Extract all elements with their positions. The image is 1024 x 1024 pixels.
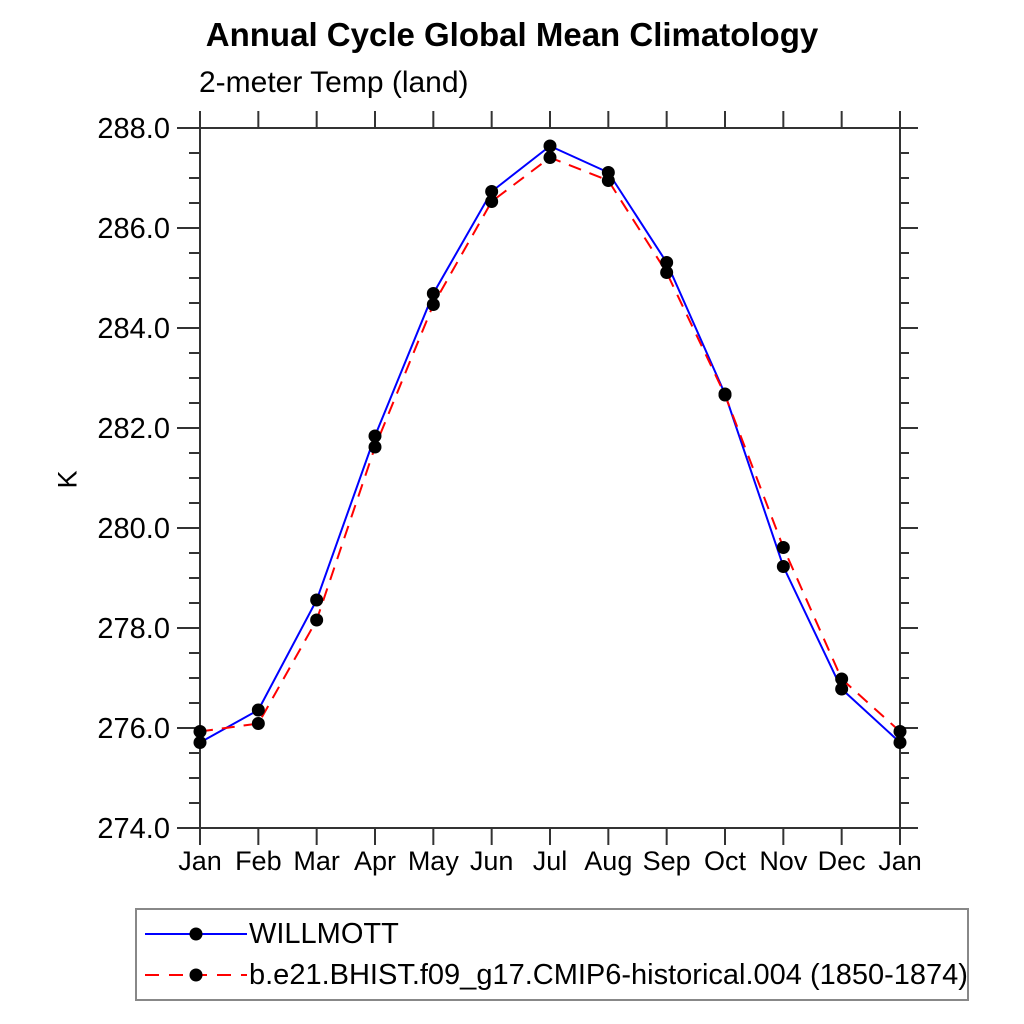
x-tick-label: Nov bbox=[759, 846, 808, 876]
x-tick-label: Oct bbox=[704, 846, 747, 876]
legend-label-model: b.e21.BHIST.f09_g17.CMIP6-historical.004… bbox=[249, 958, 968, 991]
legend-label-obs: WILLMOTT bbox=[249, 917, 399, 950]
y-tick-label: 284.0 bbox=[97, 313, 170, 345]
y-tick-label: 282.0 bbox=[97, 413, 170, 445]
x-tick-label: Jan bbox=[178, 846, 222, 876]
data-point-marker bbox=[835, 672, 849, 686]
legend-swatch-marker bbox=[189, 968, 203, 982]
x-tick-label: Jun bbox=[470, 846, 514, 876]
chart-subtitle: 2-meter Temp (land) bbox=[199, 66, 469, 99]
data-point-marker bbox=[310, 593, 324, 607]
y-tick-label: 286.0 bbox=[97, 213, 170, 245]
data-point-marker bbox=[660, 256, 674, 269]
x-tick-label: Apr bbox=[354, 846, 396, 876]
data-point-marker bbox=[193, 725, 207, 738]
x-tick-label: Feb bbox=[235, 846, 282, 876]
data-point-marker bbox=[426, 298, 440, 311]
x-tick-label: Dec bbox=[818, 846, 866, 876]
data-point-marker bbox=[310, 613, 324, 627]
data-point-marker bbox=[485, 185, 499, 198]
x-tick-label: Mar bbox=[293, 846, 340, 876]
legend-item-obs: WILLMOTT bbox=[143, 917, 967, 951]
y-tick-label: 276.0 bbox=[97, 713, 170, 745]
data-point-marker bbox=[776, 560, 790, 573]
data-point-marker bbox=[485, 195, 499, 208]
plot-area: 274.0 276.0 278.0 280.0 282.0 284.0 286.0 288.0… bbox=[97, 111, 922, 876]
data-point-marker bbox=[426, 287, 440, 300]
plot-box-border bbox=[199, 127, 901, 829]
data-point-marker bbox=[893, 736, 907, 749]
x-tick-label: Jul bbox=[533, 846, 568, 876]
data-point-marker bbox=[368, 429, 382, 443]
legend-item-model: b.e21.BHIST.f09_g17.CMIP6-historical.004… bbox=[143, 958, 968, 992]
series-line-1 bbox=[199, 156, 901, 733]
x-tick-label: Aug bbox=[584, 846, 632, 876]
data-point-marker bbox=[601, 174, 615, 187]
data-point-marker bbox=[893, 725, 907, 738]
legend-box: WILLMOTT b.e21.BHIST.f09_g17.CMIP6-histo… bbox=[135, 908, 969, 1001]
y-tick-label: 288.0 bbox=[97, 113, 170, 145]
x-tick-label: Jan bbox=[878, 846, 922, 876]
legend-swatch-solid-line bbox=[145, 927, 247, 941]
y-tick-label: 274.0 bbox=[97, 813, 170, 845]
data-point-marker bbox=[251, 703, 265, 717]
data-point-marker bbox=[543, 139, 557, 153]
data-point-marker bbox=[368, 440, 382, 454]
data-point-marker bbox=[660, 266, 674, 279]
legend-swatch-marker bbox=[189, 927, 203, 941]
y-tick-label: 278.0 bbox=[97, 613, 170, 645]
data-point-marker bbox=[193, 736, 207, 749]
x-tick-label: Sep bbox=[643, 846, 691, 876]
data-point-marker bbox=[776, 541, 790, 554]
legend-swatch-dashed-line bbox=[145, 968, 247, 982]
chart-title: Annual Cycle Global Mean Climatology bbox=[205, 16, 819, 53]
data-point-marker bbox=[835, 682, 849, 696]
data-point-marker bbox=[251, 717, 265, 730]
x-tick-label: May bbox=[408, 846, 460, 876]
data-point-marker bbox=[718, 388, 732, 402]
series-line-0 bbox=[199, 144, 901, 744]
data-point-marker bbox=[543, 151, 557, 164]
y-tick-label: 280.0 bbox=[97, 513, 170, 545]
